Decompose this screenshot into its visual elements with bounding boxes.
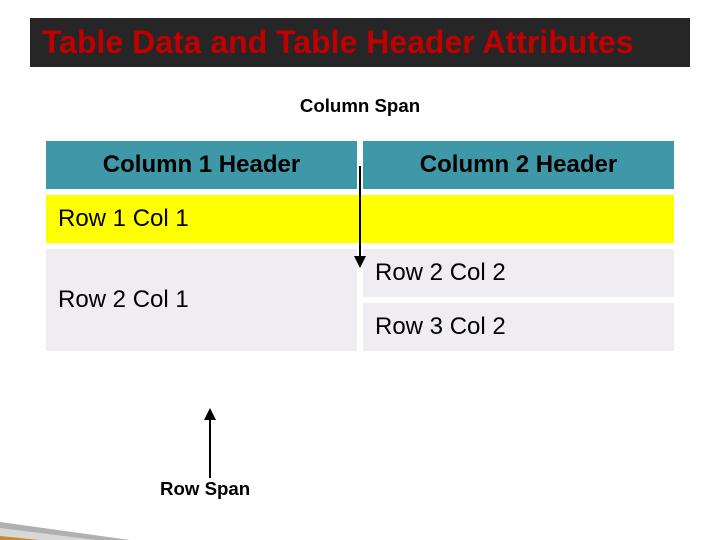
table-row: Row 2 Col 1 Row 2 Col 2	[46, 249, 674, 297]
table-header-row: Column 1 Header Column 2 Header	[46, 141, 674, 189]
demo-table: Column 1 Header Column 2 Header Row 1 Co…	[40, 135, 680, 357]
table-row: Row 1 Col 1	[46, 195, 674, 243]
column-span-label: Column Span	[0, 95, 720, 117]
wedge-stripe	[0, 522, 260, 540]
arrow-up-icon	[200, 408, 220, 488]
arrow-up-head	[204, 408, 216, 420]
row1-col1-colspan: Row 1 Col 1	[46, 195, 674, 243]
slide-title-text: Table Data and Table Header Attributes	[42, 24, 634, 60]
row2-col1-rowspan: Row 2 Col 1	[46, 249, 357, 351]
col1-header: Column 1 Header	[46, 141, 357, 189]
corner-wedge-decoration	[0, 498, 260, 540]
col2-header: Column 2 Header	[363, 141, 674, 189]
row-span-label: Row Span	[160, 478, 250, 500]
slide-title: Table Data and Table Header Attributes	[30, 18, 690, 67]
row3-col2: Row 3 Col 2	[363, 303, 674, 351]
wedge-stripe	[0, 528, 240, 540]
wedge-stripe	[0, 536, 220, 540]
row2-col2: Row 2 Col 2	[363, 249, 674, 297]
